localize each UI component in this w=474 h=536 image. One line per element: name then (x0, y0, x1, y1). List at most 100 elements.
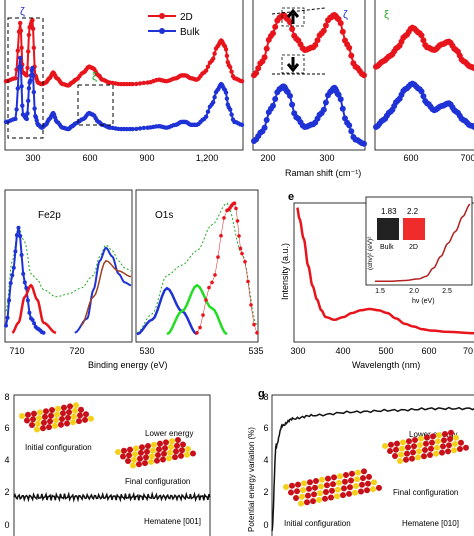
mdl-ytick-2: 2 (4, 487, 9, 497)
atom (72, 407, 78, 414)
mdl-ytick-8: 8 (4, 392, 9, 402)
atom (41, 419, 47, 426)
atom (331, 474, 337, 481)
raman-bulk-point (32, 106, 37, 111)
atom (293, 495, 299, 501)
raman-panel: ζ ξ 2D Bulk 300 600 900 1,200 (3, 0, 245, 163)
zoom-zeta-label: ζ (343, 9, 348, 21)
zoom2-tick-700: 700 (460, 153, 474, 163)
atom (178, 452, 184, 459)
xps-fe-plot (4, 225, 132, 335)
fe-peak1-point (27, 310, 32, 315)
atom (397, 458, 403, 464)
o-peak3-point (198, 325, 202, 330)
atom (127, 446, 133, 453)
atom (416, 448, 422, 455)
zoom1-bulk-point (339, 105, 346, 112)
zoom2-2d-point (420, 37, 427, 44)
atom (49, 407, 55, 413)
o-peak3-point (222, 216, 226, 220)
zoom1-2d-point (361, 72, 367, 79)
atom (133, 445, 139, 452)
zoom1-bulk-point (348, 128, 355, 135)
atom (120, 453, 126, 460)
atom (411, 443, 417, 450)
atom (294, 488, 300, 495)
atom (137, 455, 143, 462)
inset-frame (365, 196, 473, 286)
atom (435, 438, 441, 445)
zoom1-tick-300: 300 (319, 153, 334, 163)
raman-bulk-point (224, 96, 230, 101)
atom (337, 473, 343, 480)
atom (304, 499, 310, 506)
atom (306, 485, 312, 492)
atom (179, 447, 185, 454)
legend-2d-label: 2D (180, 12, 193, 23)
zoom1-bulk-point (270, 102, 276, 109)
atom (173, 448, 179, 455)
xps-fe-panel: Fe2p 710 720 (4, 189, 133, 356)
atom (150, 447, 156, 454)
mdr-ytick-2: 2 (263, 487, 268, 497)
o-peak3-point (237, 234, 241, 238)
atom (295, 481, 301, 488)
raman-2d-point (239, 79, 245, 84)
zoom1-bulk-point (287, 92, 293, 99)
atom (180, 441, 186, 448)
atom (349, 470, 355, 477)
atom (190, 450, 196, 457)
o-peak3-point (232, 201, 237, 205)
panel-letter-g: g (258, 388, 265, 400)
atom (30, 416, 36, 423)
atom (313, 478, 319, 484)
atom (442, 431, 448, 437)
zoom1-tick-200: 200 (260, 153, 275, 163)
atom (329, 487, 335, 494)
atom (167, 449, 173, 456)
atom (334, 493, 340, 500)
atom (156, 446, 162, 453)
fe-peak1-point (14, 233, 19, 238)
atom (354, 476, 360, 483)
fe-peak1-point (30, 318, 35, 322)
atom (364, 487, 370, 494)
fe-peak1-point (7, 298, 12, 303)
raman-bulk-point (25, 111, 30, 116)
atom (169, 438, 175, 445)
bulk-swatch (377, 218, 399, 240)
atom (138, 449, 144, 456)
raman-2d-point (137, 81, 143, 86)
zoom1-bulk-point (361, 140, 367, 147)
raman-bulk-point (134, 126, 139, 132)
zoom1-2d-point (289, 26, 296, 32)
zoom1-bulk-point (263, 117, 270, 123)
xps-o-frame (135, 189, 259, 343)
atom (316, 496, 322, 503)
zoom1-2d-point (263, 45, 270, 52)
atom (299, 493, 305, 500)
raman-2d-point (224, 53, 230, 58)
atom (370, 486, 376, 493)
atom (60, 410, 66, 417)
inset-tick-2: 2.0 (409, 288, 419, 295)
atom (29, 422, 35, 428)
atom (143, 454, 149, 461)
atom (324, 482, 330, 489)
atom (392, 453, 398, 459)
uvvis-plot (296, 207, 474, 335)
atom (403, 456, 409, 463)
atom (445, 448, 451, 455)
o-peak3-point (252, 322, 256, 327)
atom (405, 444, 411, 451)
zoom2-tick-600: 600 (403, 153, 418, 163)
atom (423, 440, 429, 447)
atom (451, 447, 457, 454)
atom (311, 491, 317, 498)
atom (312, 484, 318, 491)
atom (412, 437, 418, 443)
raman-bulk-point (18, 55, 23, 61)
atom (47, 418, 53, 425)
fe-peak1-line (5, 227, 44, 334)
